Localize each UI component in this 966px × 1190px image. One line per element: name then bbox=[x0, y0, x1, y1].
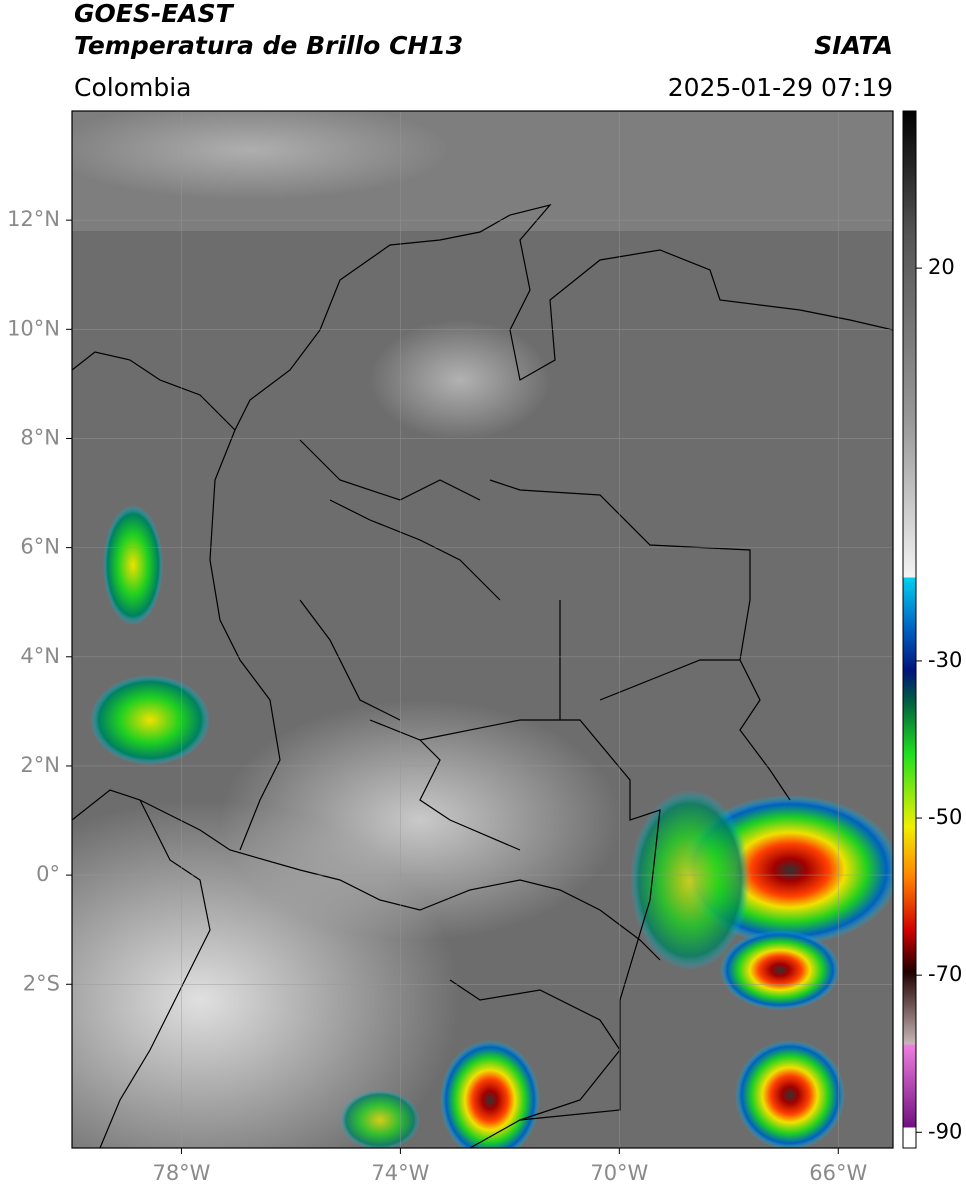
colorbar-tick-label: 20 bbox=[928, 255, 955, 279]
x-tick-label: 78°W bbox=[152, 1161, 210, 1185]
y-tick-label: 6°N bbox=[20, 535, 60, 559]
y-tick-label: 0° bbox=[36, 862, 60, 886]
colorbar-tick-label: -50 bbox=[928, 805, 962, 829]
source: SIATA bbox=[814, 31, 893, 60]
x-tick-label: 70°W bbox=[590, 1161, 648, 1185]
y-tick-label: 2°N bbox=[20, 753, 60, 777]
satellite-image bbox=[72, 111, 893, 1148]
datetime: 2025-01-29 07:19 bbox=[668, 73, 893, 102]
map-frame bbox=[71, 110, 894, 1149]
colorbar bbox=[902, 110, 917, 1149]
x-tick-label: 74°W bbox=[371, 1161, 429, 1185]
y-tick-label: 2°S bbox=[23, 971, 60, 995]
y-tick-label: 8°N bbox=[20, 425, 60, 449]
y-tick-label: 4°N bbox=[20, 644, 60, 668]
title: GOES-EAST bbox=[74, 0, 235, 28]
colorbar-tick-label: -70 bbox=[928, 962, 962, 986]
x-tick-label: 66°W bbox=[809, 1161, 867, 1185]
colorbar-tick-label: -90 bbox=[928, 1119, 962, 1143]
y-tick-label: 10°N bbox=[7, 316, 60, 340]
region: Colombia bbox=[74, 73, 191, 102]
y-tick-label: 12°N bbox=[7, 207, 60, 231]
subtitle: Temperatura de Brillo CH13 bbox=[74, 31, 463, 60]
colorbar-tick-label: -30 bbox=[928, 648, 962, 672]
